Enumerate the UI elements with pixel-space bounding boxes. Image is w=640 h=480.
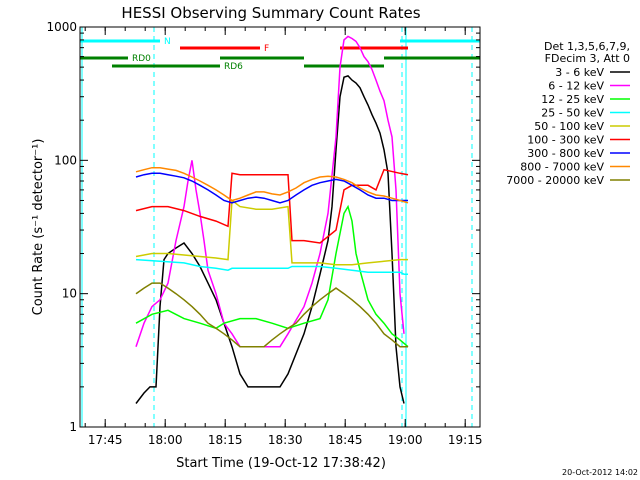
flag-label: RD0 — [132, 54, 151, 64]
series-line — [135, 282, 408, 348]
flag-lines: N F RD0 RD6 — [80, 37, 480, 72]
y-axis: 1 10 100 1000 — [46, 20, 480, 434]
y-tick-label: 1000 — [46, 20, 77, 34]
y-tick-label: 100 — [54, 153, 77, 167]
legend-entry-label: 25 - 50 keV — [541, 107, 604, 120]
flag-label: RD6 — [224, 62, 243, 72]
x-tick-label: 17:45 — [88, 433, 123, 447]
legend-header: Det 1,3,5,6,7,9, — [544, 40, 630, 53]
series-line — [135, 168, 409, 244]
y-axis-label: Count Rate (s⁻¹ detector⁻¹) — [31, 139, 46, 316]
legend-entry-label: 800 - 7000 keV — [520, 161, 604, 174]
legend-entry-label: 6 - 12 keV — [548, 80, 604, 93]
series-line — [135, 258, 408, 275]
x-axis: 17:45 18:00 18:15 18:30 18:45 19:00 19:15 — [84, 27, 483, 447]
x-tick-label: 18:15 — [208, 433, 243, 447]
legend-entry-label: 3 - 6 keV — [555, 66, 604, 79]
legend-entry-label: 100 - 300 keV — [527, 134, 604, 147]
y-tick-label: 1 — [69, 420, 77, 434]
x-tick-label: 19:15 — [448, 433, 483, 447]
legend-entry-label: 50 - 100 keV — [534, 120, 604, 133]
series-line — [135, 35, 405, 348]
series-line — [135, 199, 408, 266]
flag-label: F — [264, 44, 269, 54]
series-line — [135, 204, 409, 348]
x-tick-label: 18:00 — [148, 433, 183, 447]
legend-entry-label: 12 - 25 keV — [541, 93, 604, 106]
legend-entry-label: 300 - 800 keV — [527, 147, 604, 160]
x-axis-label: Start Time (19-Oct-12 17:38:42) — [176, 456, 386, 471]
legend: Det 1,3,5,6,7,9,FDecim 3, Att 03 - 6 keV… — [506, 40, 630, 187]
footer-timestamp: 20-Oct-2012 14:02 — [562, 468, 638, 477]
data-series — [135, 35, 409, 404]
series-line — [135, 172, 408, 204]
y-tick-label: 10 — [62, 287, 77, 301]
x-tick-label: 18:45 — [328, 433, 363, 447]
x-tick-label: 18:30 — [268, 433, 303, 447]
flag-label: N — [164, 37, 171, 47]
vertical-markers — [81, 27, 473, 427]
plot-frame — [79, 26, 481, 428]
legend-entry-label: 7000 - 20000 keV — [506, 174, 604, 187]
legend-header: FDecim 3, Att 0 — [545, 52, 630, 65]
series-line — [135, 166, 409, 204]
chart-title: HESSI Observing Summary Count Rates — [121, 4, 420, 22]
x-tick-label: 19:00 — [388, 433, 423, 447]
